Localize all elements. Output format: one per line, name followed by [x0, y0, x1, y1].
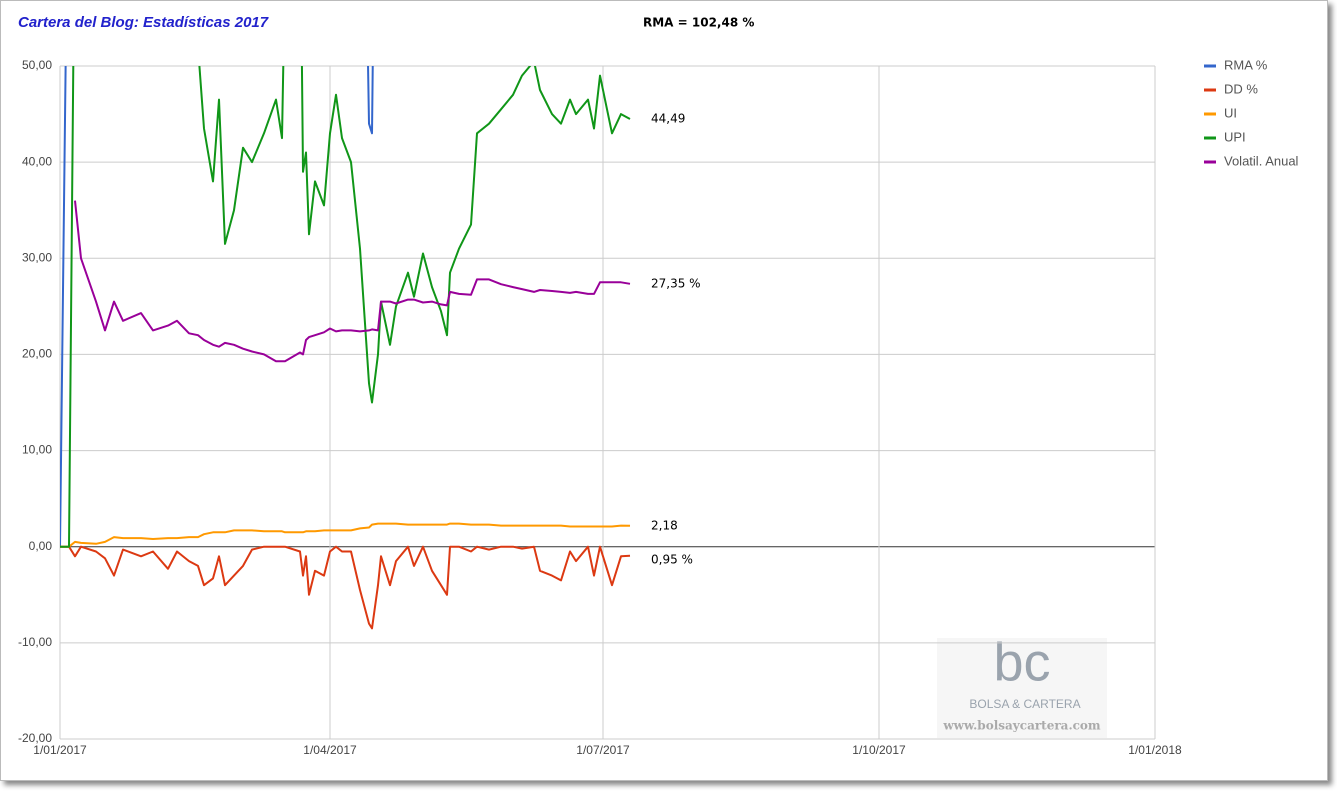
end-label: 2,18 [651, 518, 678, 532]
watermark-url: www.bolsaycartera.com [942, 719, 1101, 733]
x-tick-label: 1/04/2017 [303, 743, 357, 757]
x-tick-label: 1/07/2017 [576, 743, 630, 757]
y-tick-label: 50,00 [22, 58, 52, 72]
y-tick-label: 30,00 [22, 250, 52, 264]
y-tick-label: -10,00 [18, 635, 52, 649]
end-label: 44,49 [651, 111, 685, 125]
end-label: 0,95 % [651, 552, 693, 566]
watermark-name: BOLSA & CARTERA [969, 697, 1080, 711]
y-tick-label: 0,00 [29, 539, 53, 553]
y-tick-label: 10,00 [22, 443, 52, 457]
x-tick-label: 1/01/2017 [33, 743, 87, 757]
legend-label: DD % [1224, 81, 1258, 96]
legend-label: Volatil. Anual [1224, 153, 1299, 168]
annotation: RMA = 102,48 % [643, 16, 754, 30]
legend-label: UI [1224, 105, 1237, 120]
legend-label: UPI [1224, 129, 1246, 144]
series-line [60, 522, 631, 548]
legend-label: RMA % [1224, 57, 1268, 72]
y-tick-label: 40,00 [22, 154, 52, 168]
y-tick-label: -20,00 [18, 731, 52, 745]
watermark-logo: bc [993, 632, 1050, 692]
y-tick-label: 20,00 [22, 347, 52, 361]
watermark-box [937, 638, 1107, 738]
series-line [60, 66, 631, 548]
series-line [60, 66, 374, 547]
chart-title: Cartera del Blog: Estadísticas 2017 [18, 14, 269, 31]
x-tick-label: 1/10/2017 [852, 743, 906, 757]
end-label: 27,35 % [651, 276, 701, 290]
x-tick-label: 1/01/2018 [1128, 743, 1182, 757]
series-line [60, 545, 631, 630]
series-line [74, 200, 631, 363]
